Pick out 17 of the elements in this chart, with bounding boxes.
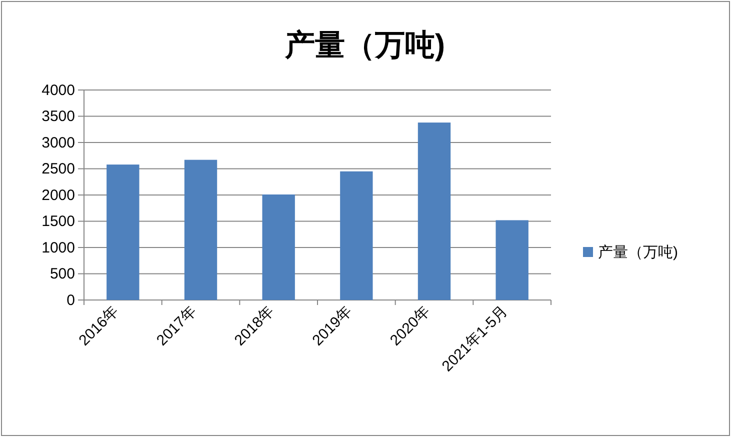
legend-label: 产量（万吨) (598, 244, 678, 261)
y-tick-label: 1000 (42, 239, 75, 256)
bar (340, 171, 373, 300)
bar (496, 220, 528, 300)
y-tick-label: 3000 (42, 134, 75, 152)
chart-title: 产量（万吨) (284, 29, 445, 62)
y-tick-label: 500 (50, 266, 75, 283)
bar (262, 194, 295, 300)
y-tick-label: 2000 (42, 186, 75, 204)
bar (184, 160, 218, 300)
y-tick-label: 0 (66, 292, 75, 309)
y-tick-label: 1500 (42, 213, 75, 230)
y-tick-label: 4000 (42, 82, 75, 99)
y-tick-label: 3500 (42, 108, 75, 126)
bar (418, 122, 451, 300)
bar (106, 164, 140, 300)
y-tick-label: 2500 (42, 160, 75, 178)
